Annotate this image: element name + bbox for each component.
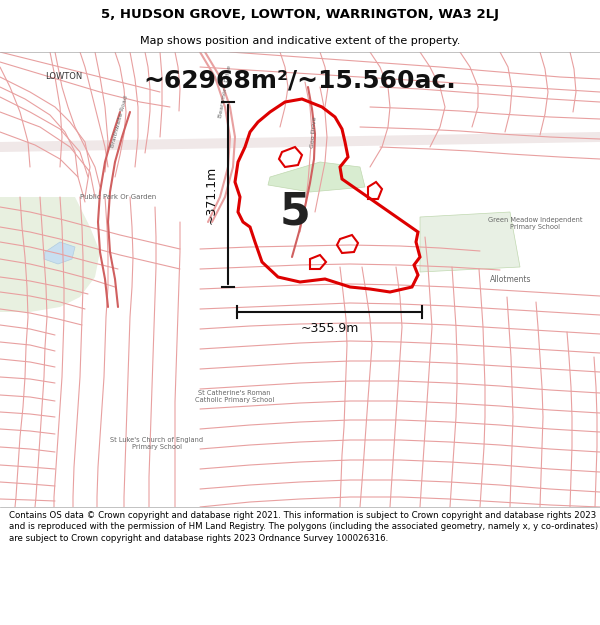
Polygon shape (44, 242, 75, 264)
Polygon shape (0, 197, 100, 312)
Text: Map shows position and indicative extent of the property.: Map shows position and indicative extent… (140, 36, 460, 46)
Text: Bearsmore Drive: Bearsmore Drive (218, 65, 232, 118)
Text: St Luke's Church of England
Primary School: St Luke's Church of England Primary Scho… (110, 437, 203, 450)
Text: Green Meadow Independent
Primary School: Green Meadow Independent Primary School (488, 217, 583, 230)
Text: Allotments: Allotments (490, 275, 532, 284)
Text: ~355.9m: ~355.9m (301, 322, 359, 335)
Text: Goo Drive: Goo Drive (310, 116, 318, 148)
Polygon shape (0, 132, 600, 152)
Text: Contains OS data © Crown copyright and database right 2021. This information is : Contains OS data © Crown copyright and d… (9, 511, 598, 543)
Text: LOWTON: LOWTON (45, 72, 82, 81)
Polygon shape (268, 162, 365, 192)
Text: 5: 5 (280, 191, 310, 234)
Text: ~62968m²/~15.560ac.: ~62968m²/~15.560ac. (143, 68, 457, 92)
Text: 5, HUDSON GROVE, LOWTON, WARRINGTON, WA3 2LJ: 5, HUDSON GROVE, LOWTON, WARRINGTON, WA3… (101, 8, 499, 21)
Text: ~371.1m: ~371.1m (205, 166, 218, 224)
Text: St Catherine's Roman
Catholic Primary School: St Catherine's Roman Catholic Primary Sc… (195, 390, 274, 403)
Text: Braithwaite Road: Braithwaite Road (110, 94, 129, 148)
Polygon shape (420, 212, 520, 272)
Text: Public Park Or Garden: Public Park Or Garden (80, 194, 156, 200)
